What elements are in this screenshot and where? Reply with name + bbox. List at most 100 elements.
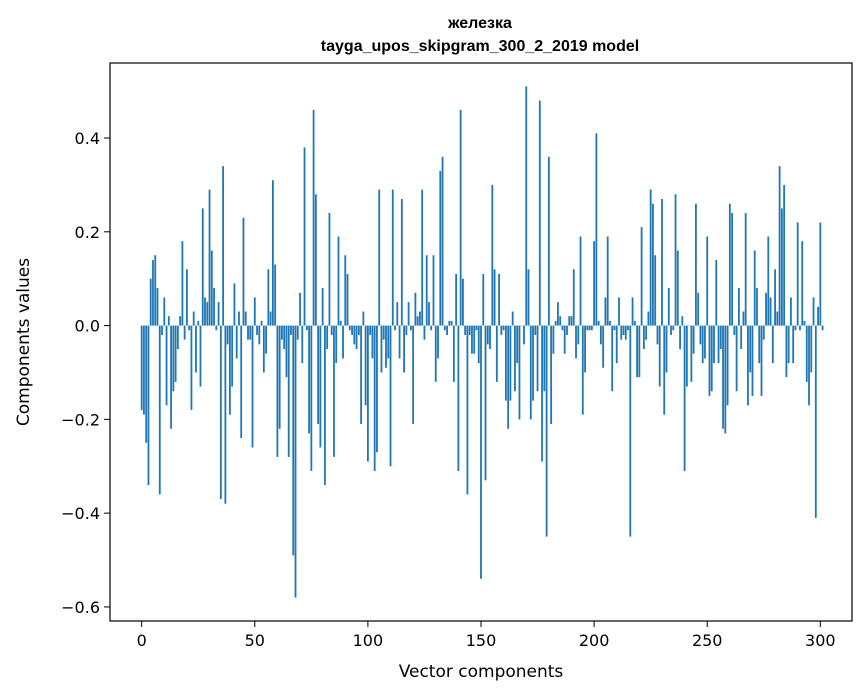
bar <box>274 264 277 326</box>
bar <box>484 325 487 481</box>
bar <box>448 320 451 326</box>
bar <box>407 302 410 326</box>
bar <box>527 269 530 326</box>
bar <box>278 325 281 429</box>
bar <box>403 325 405 373</box>
bar <box>500 325 503 335</box>
bar <box>389 325 392 467</box>
bar <box>579 236 582 326</box>
bar <box>518 325 521 420</box>
bar <box>380 325 383 373</box>
bar <box>163 297 166 326</box>
bar <box>799 325 801 331</box>
y-tick-label: 0.4 <box>75 129 100 148</box>
bar <box>647 311 650 326</box>
bar <box>217 302 220 326</box>
bar <box>369 325 372 335</box>
bar <box>425 255 428 326</box>
bar <box>731 213 734 326</box>
y-tick-label: 0.2 <box>75 223 100 242</box>
bar <box>667 288 670 326</box>
bar <box>312 109 315 326</box>
x-tick-label: 200 <box>579 631 610 650</box>
bar <box>803 320 806 326</box>
bar <box>452 325 455 382</box>
bar <box>810 325 813 373</box>
bar <box>213 288 215 326</box>
bar <box>685 325 688 387</box>
bar <box>344 255 347 326</box>
bar <box>794 325 797 331</box>
bar <box>717 325 720 364</box>
bar <box>446 325 448 335</box>
y-axis-ticks: −0.6 −0.4 −0.2 0.0 0.2 0.4 <box>61 129 110 617</box>
bar <box>713 325 715 364</box>
bar <box>210 250 213 326</box>
bar <box>776 311 779 326</box>
bar <box>692 325 695 354</box>
bar <box>722 325 724 429</box>
bar <box>706 236 709 326</box>
bar <box>468 325 471 335</box>
bar <box>342 325 344 359</box>
bar <box>572 269 575 326</box>
bar <box>376 325 378 453</box>
bar <box>251 325 254 448</box>
bar <box>633 320 636 326</box>
bar <box>670 325 672 335</box>
bar <box>783 184 786 326</box>
bar <box>640 227 643 326</box>
bar <box>308 325 310 434</box>
bar <box>557 302 559 326</box>
bar <box>351 325 353 335</box>
bar <box>631 297 634 326</box>
bar <box>231 325 234 387</box>
bar <box>165 325 168 406</box>
bar <box>228 325 231 415</box>
bar <box>516 325 519 364</box>
plot-frame <box>109 62 853 622</box>
bar <box>627 325 629 331</box>
bar <box>495 325 498 382</box>
bar <box>602 325 605 368</box>
bar <box>412 325 415 425</box>
bar <box>197 320 200 326</box>
bar <box>324 325 326 486</box>
bar <box>489 325 491 350</box>
bar <box>400 198 403 326</box>
bar <box>790 297 792 326</box>
bar <box>348 325 351 331</box>
bar <box>333 325 335 457</box>
bar <box>613 325 616 331</box>
bar <box>258 325 261 345</box>
bar <box>728 203 731 326</box>
bar <box>285 325 288 378</box>
bar <box>328 213 331 326</box>
bar <box>188 325 191 331</box>
bar <box>326 325 329 350</box>
bar <box>595 133 598 326</box>
bar <box>152 259 154 326</box>
bar <box>364 325 367 406</box>
bar <box>624 325 627 340</box>
bar <box>158 325 161 495</box>
bar <box>179 316 182 326</box>
bar <box>195 325 197 373</box>
bar <box>396 302 399 326</box>
bar <box>529 325 532 420</box>
bar <box>753 250 756 326</box>
bar <box>674 194 677 326</box>
bar <box>477 325 480 364</box>
bar <box>172 325 175 392</box>
bar <box>758 325 761 364</box>
bar <box>183 325 186 340</box>
bar <box>186 269 188 326</box>
bar <box>455 274 458 326</box>
x-tick-label: 300 <box>805 631 836 650</box>
bar <box>642 325 645 350</box>
bar <box>550 325 553 425</box>
bar <box>744 213 747 326</box>
bar <box>253 297 256 326</box>
bar <box>796 222 799 326</box>
bar <box>814 325 817 518</box>
